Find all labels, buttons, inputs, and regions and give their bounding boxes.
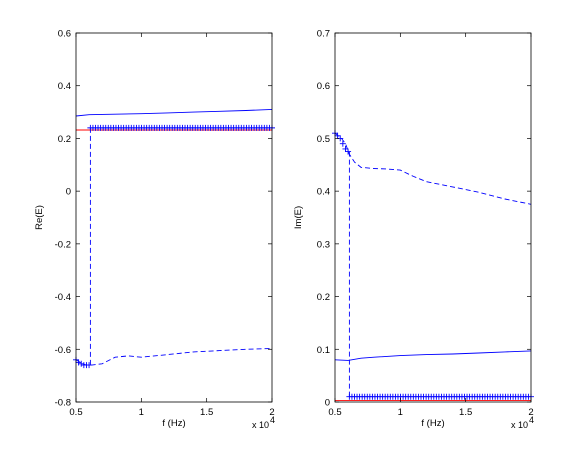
im-e-panel: 0.5 1 1.5 2 0 0.1 0.2 0.3 0.4 0.5 0.6 0.7 f (Hz) Im(E…	[293, 29, 534, 431]
dashed-series-line	[334, 132, 532, 205]
y-axis-label: Re(E)	[34, 205, 45, 230]
plus-marker	[334, 132, 341, 139]
y-tick-label: 0.6	[58, 29, 71, 40]
plus-marker	[339, 140, 346, 147]
x-axis-label: f (Hz)	[421, 418, 444, 429]
x-tick-label: 0.5	[328, 407, 341, 418]
plus-marker	[75, 359, 82, 366]
y-tick-label: 0.4	[58, 81, 71, 92]
y-tick-label: 0.4	[317, 187, 330, 198]
y-tick-label: 0.1	[317, 345, 330, 356]
x-tick-label: 1.5	[200, 407, 213, 418]
y-tick-label: 0	[325, 398, 330, 409]
x-tick-label: 1.5	[459, 407, 472, 418]
y-tick-label: -0.8	[55, 398, 71, 409]
plus-marker	[345, 148, 352, 155]
re-e-panel: 0.5 1 1.5 2 -0.8 -0.6 -0.4 -0.2 0 0.2 0.4 0.6 f (Hz)…	[34, 29, 275, 431]
y-tick-label: -0.6	[55, 345, 71, 356]
solid-series-line	[75, 108, 273, 117]
y-tick-label: 0.6	[317, 81, 330, 92]
y-tick-label: -0.4	[55, 292, 71, 303]
x-tick-label: 1	[139, 407, 144, 418]
y-tick-label: 0.7	[317, 29, 330, 40]
y-tick-label: -0.2	[55, 239, 71, 250]
x-exponent-label: x 10	[252, 420, 269, 430]
plus-marker	[78, 360, 85, 367]
x-exponent-power: 4	[270, 415, 275, 425]
x-tick-label: 1	[398, 407, 403, 418]
y-tick-label: 0.2	[317, 292, 330, 303]
x-tick-label: 2	[528, 407, 533, 418]
y-tick-label: 0.5	[317, 134, 330, 145]
y-axis-label: Im(E)	[293, 206, 304, 229]
x-exponent-label: x 10	[511, 420, 528, 430]
x-exponent-power: 4	[529, 415, 534, 425]
axes-box	[75, 32, 273, 403]
axes-box	[334, 32, 532, 403]
x-tick-label: 0.5	[69, 407, 82, 418]
x-tick-label: 2	[269, 407, 274, 418]
plus-marker	[86, 362, 93, 369]
y-tick-label: 0	[66, 187, 71, 198]
plus-marker	[342, 145, 349, 152]
x-axis-label: f (Hz)	[162, 418, 185, 429]
y-tick-label: 0.3	[317, 239, 330, 250]
solid-series-line	[334, 350, 532, 361]
y-tick-label: 0.2	[58, 134, 71, 145]
